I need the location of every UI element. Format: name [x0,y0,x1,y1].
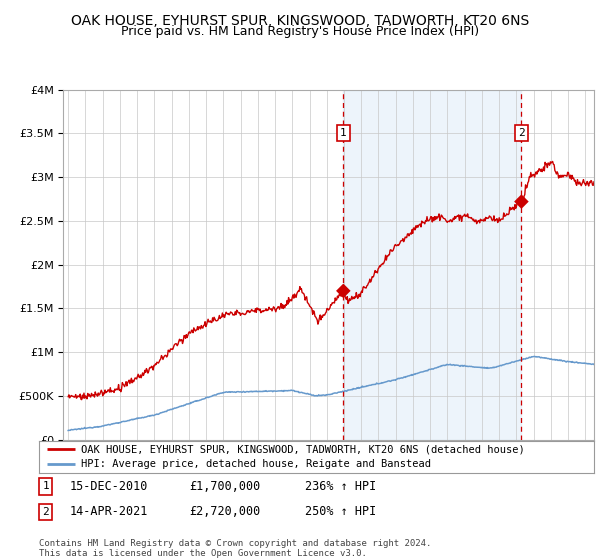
Text: Contains HM Land Registry data © Crown copyright and database right 2024.
This d: Contains HM Land Registry data © Crown c… [39,539,431,558]
Text: 1: 1 [340,128,347,138]
Text: 250% ↑ HPI: 250% ↑ HPI [305,505,377,518]
Text: £1,700,000: £1,700,000 [189,480,260,493]
Text: OAK HOUSE, EYHURST SPUR, KINGSWOOD, TADWORTH, KT20 6NS (detached house): OAK HOUSE, EYHURST SPUR, KINGSWOOD, TADW… [80,445,524,455]
Text: £2,720,000: £2,720,000 [189,505,260,518]
Text: OAK HOUSE, EYHURST SPUR, KINGSWOOD, TADWORTH, KT20 6NS: OAK HOUSE, EYHURST SPUR, KINGSWOOD, TADW… [71,14,529,28]
Point [338,286,348,295]
Text: 15-DEC-2010: 15-DEC-2010 [70,480,148,493]
Text: 2: 2 [518,128,525,138]
Text: 14-APR-2021: 14-APR-2021 [70,505,148,518]
Text: 236% ↑ HPI: 236% ↑ HPI [305,480,377,493]
Text: 2: 2 [42,507,49,517]
Text: Price paid vs. HM Land Registry's House Price Index (HPI): Price paid vs. HM Land Registry's House … [121,25,479,38]
Bar [343,90,521,440]
Text: 1: 1 [42,482,49,491]
Text: HPI: Average price, detached house, Reigate and Banstead: HPI: Average price, detached house, Reig… [80,459,431,469]
Point [517,197,526,206]
